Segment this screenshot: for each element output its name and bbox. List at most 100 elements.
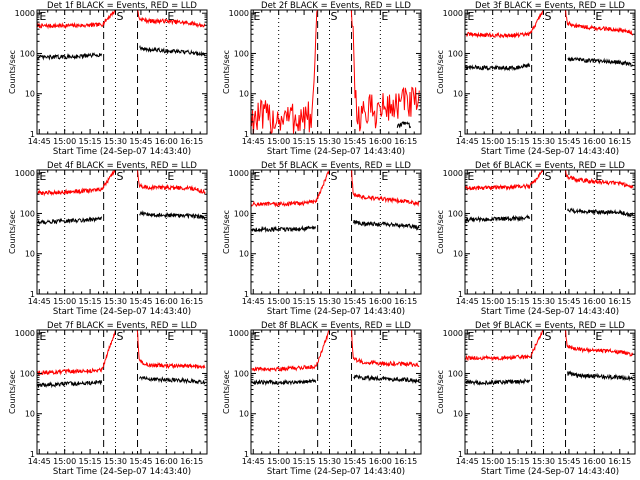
y-tick-label: 1 xyxy=(30,130,35,139)
y-tick-label: 1 xyxy=(30,290,35,299)
x-tick-label: 15:15 xyxy=(79,457,102,466)
x-tick-label: 16:15 xyxy=(608,297,631,306)
x-tick-label: 15:30 xyxy=(318,457,341,466)
x-tick-label: 16:00 xyxy=(583,457,606,466)
x-tick-label: 16:15 xyxy=(180,457,203,466)
panel-title: Det 9f BLACK = Events, RED = LLD xyxy=(475,321,625,331)
x-tick-label: 16:15 xyxy=(608,137,631,146)
events-trace xyxy=(37,375,206,389)
plot-frame xyxy=(36,9,208,135)
x-tick-label: 15:30 xyxy=(532,137,555,146)
segment-label: E xyxy=(381,10,388,23)
x-tick-label: 14:45 xyxy=(242,297,265,306)
x-tick-label: 15:15 xyxy=(293,457,316,466)
plot-frame xyxy=(464,169,636,295)
x-axis-label: Start Time (24-Sep-07 14:43:40) xyxy=(267,307,405,317)
y-tick-label: 100 xyxy=(20,209,35,218)
x-tick-label: 15:00 xyxy=(53,297,76,306)
y-tick-label: 1000 xyxy=(443,9,463,18)
x-tick-label: 14:45 xyxy=(28,137,51,146)
x-tick-label: 16:00 xyxy=(155,457,178,466)
x-tick-label: 15:45 xyxy=(557,457,580,466)
segment-label: E xyxy=(467,10,474,23)
x-tick-label: 16:00 xyxy=(583,297,606,306)
y-tick-label: 1000 xyxy=(15,329,35,338)
panel-title: Det 6f BLACK = Events, RED = LLD xyxy=(475,161,625,171)
x-tick-label: 16:00 xyxy=(369,137,392,146)
x-tick-label: 15:45 xyxy=(129,297,152,306)
segment-label: E xyxy=(467,170,474,183)
y-axis-label: Counts/sec xyxy=(222,50,231,94)
x-tick-label: 15:30 xyxy=(104,457,127,466)
y-tick-label: 100 xyxy=(234,369,249,378)
x-tick-label: 16:00 xyxy=(369,297,392,306)
x-tick-label: 15:00 xyxy=(267,297,290,306)
y-tick-label: 10 xyxy=(25,410,35,419)
segment-label: S xyxy=(545,330,552,343)
x-tick-label: 15:00 xyxy=(267,137,290,146)
x-tick-label: 15:30 xyxy=(532,297,555,306)
y-tick-label: 1 xyxy=(244,450,249,459)
x-tick-label: 15:30 xyxy=(104,297,127,306)
x-tick-label: 15:30 xyxy=(318,297,341,306)
segment-label: E xyxy=(253,10,260,23)
x-tick-label: 16:15 xyxy=(180,137,203,146)
segment-label: S xyxy=(117,330,124,343)
x-axis-label: Start Time (24-Sep-07 14:43:40) xyxy=(53,307,191,317)
segment-label: S xyxy=(117,170,124,183)
x-tick-label: 14:45 xyxy=(242,457,265,466)
x-tick-label: 15:15 xyxy=(79,137,102,146)
plot-frame xyxy=(250,169,422,295)
y-tick-label: 1 xyxy=(458,450,463,459)
x-axis-label: Start Time (24-Sep-07 14:43:40) xyxy=(481,147,619,157)
y-axis-label: Counts/sec xyxy=(8,210,17,254)
x-axis-label: Start Time (24-Sep-07 14:43:40) xyxy=(53,147,191,157)
events-trace xyxy=(465,207,634,224)
x-tick-label: 14:45 xyxy=(28,297,51,306)
x-tick-label: 15:00 xyxy=(481,137,504,146)
plot-frame xyxy=(250,9,422,135)
events-trace xyxy=(37,44,206,61)
y-axis-label: Counts/sec xyxy=(222,370,231,414)
segment-label: S xyxy=(117,10,124,23)
y-tick-label: 1 xyxy=(30,450,35,459)
y-tick-label: 100 xyxy=(234,209,249,218)
x-tick-label: 16:15 xyxy=(608,457,631,466)
y-axis-label: Counts/sec xyxy=(8,370,17,414)
segment-label: E xyxy=(39,10,46,23)
events-trace xyxy=(465,370,634,386)
x-tick-label: 15:00 xyxy=(267,457,290,466)
x-tick-label: 15:45 xyxy=(343,137,366,146)
lld-trace xyxy=(251,170,420,208)
plot-frame xyxy=(464,9,636,135)
x-tick-label: 14:45 xyxy=(456,457,479,466)
y-tick-label: 1000 xyxy=(229,169,249,178)
x-tick-label: 16:00 xyxy=(155,137,178,146)
lld-trace xyxy=(251,330,420,373)
segment-label: S xyxy=(331,10,338,23)
segment-label: E xyxy=(467,330,474,343)
x-tick-label: 15:15 xyxy=(79,297,102,306)
y-tick-label: 10 xyxy=(239,410,249,419)
segment-label: E xyxy=(595,10,602,23)
x-tick-label: 16:15 xyxy=(394,137,417,146)
y-tick-label: 1000 xyxy=(229,9,249,18)
x-tick-label: 15:45 xyxy=(343,297,366,306)
lld-trace xyxy=(37,170,206,197)
x-axis-label: Start Time (24-Sep-07 14:43:40) xyxy=(267,147,405,157)
panel-title: Det 2f BLACK = Events, RED = LLD xyxy=(261,1,411,11)
x-tick-label: 14:45 xyxy=(456,297,479,306)
x-tick-label: 15:15 xyxy=(293,297,316,306)
plot-frame xyxy=(36,169,208,295)
y-tick-label: 1 xyxy=(244,290,249,299)
y-tick-label: 10 xyxy=(453,250,463,259)
x-tick-label: 16:00 xyxy=(583,137,606,146)
y-tick-label: 1000 xyxy=(443,329,463,338)
y-tick-label: 10 xyxy=(453,90,463,99)
segment-label: S xyxy=(545,10,552,23)
x-tick-label: 15:45 xyxy=(129,457,152,466)
segment-label: E xyxy=(595,170,602,183)
